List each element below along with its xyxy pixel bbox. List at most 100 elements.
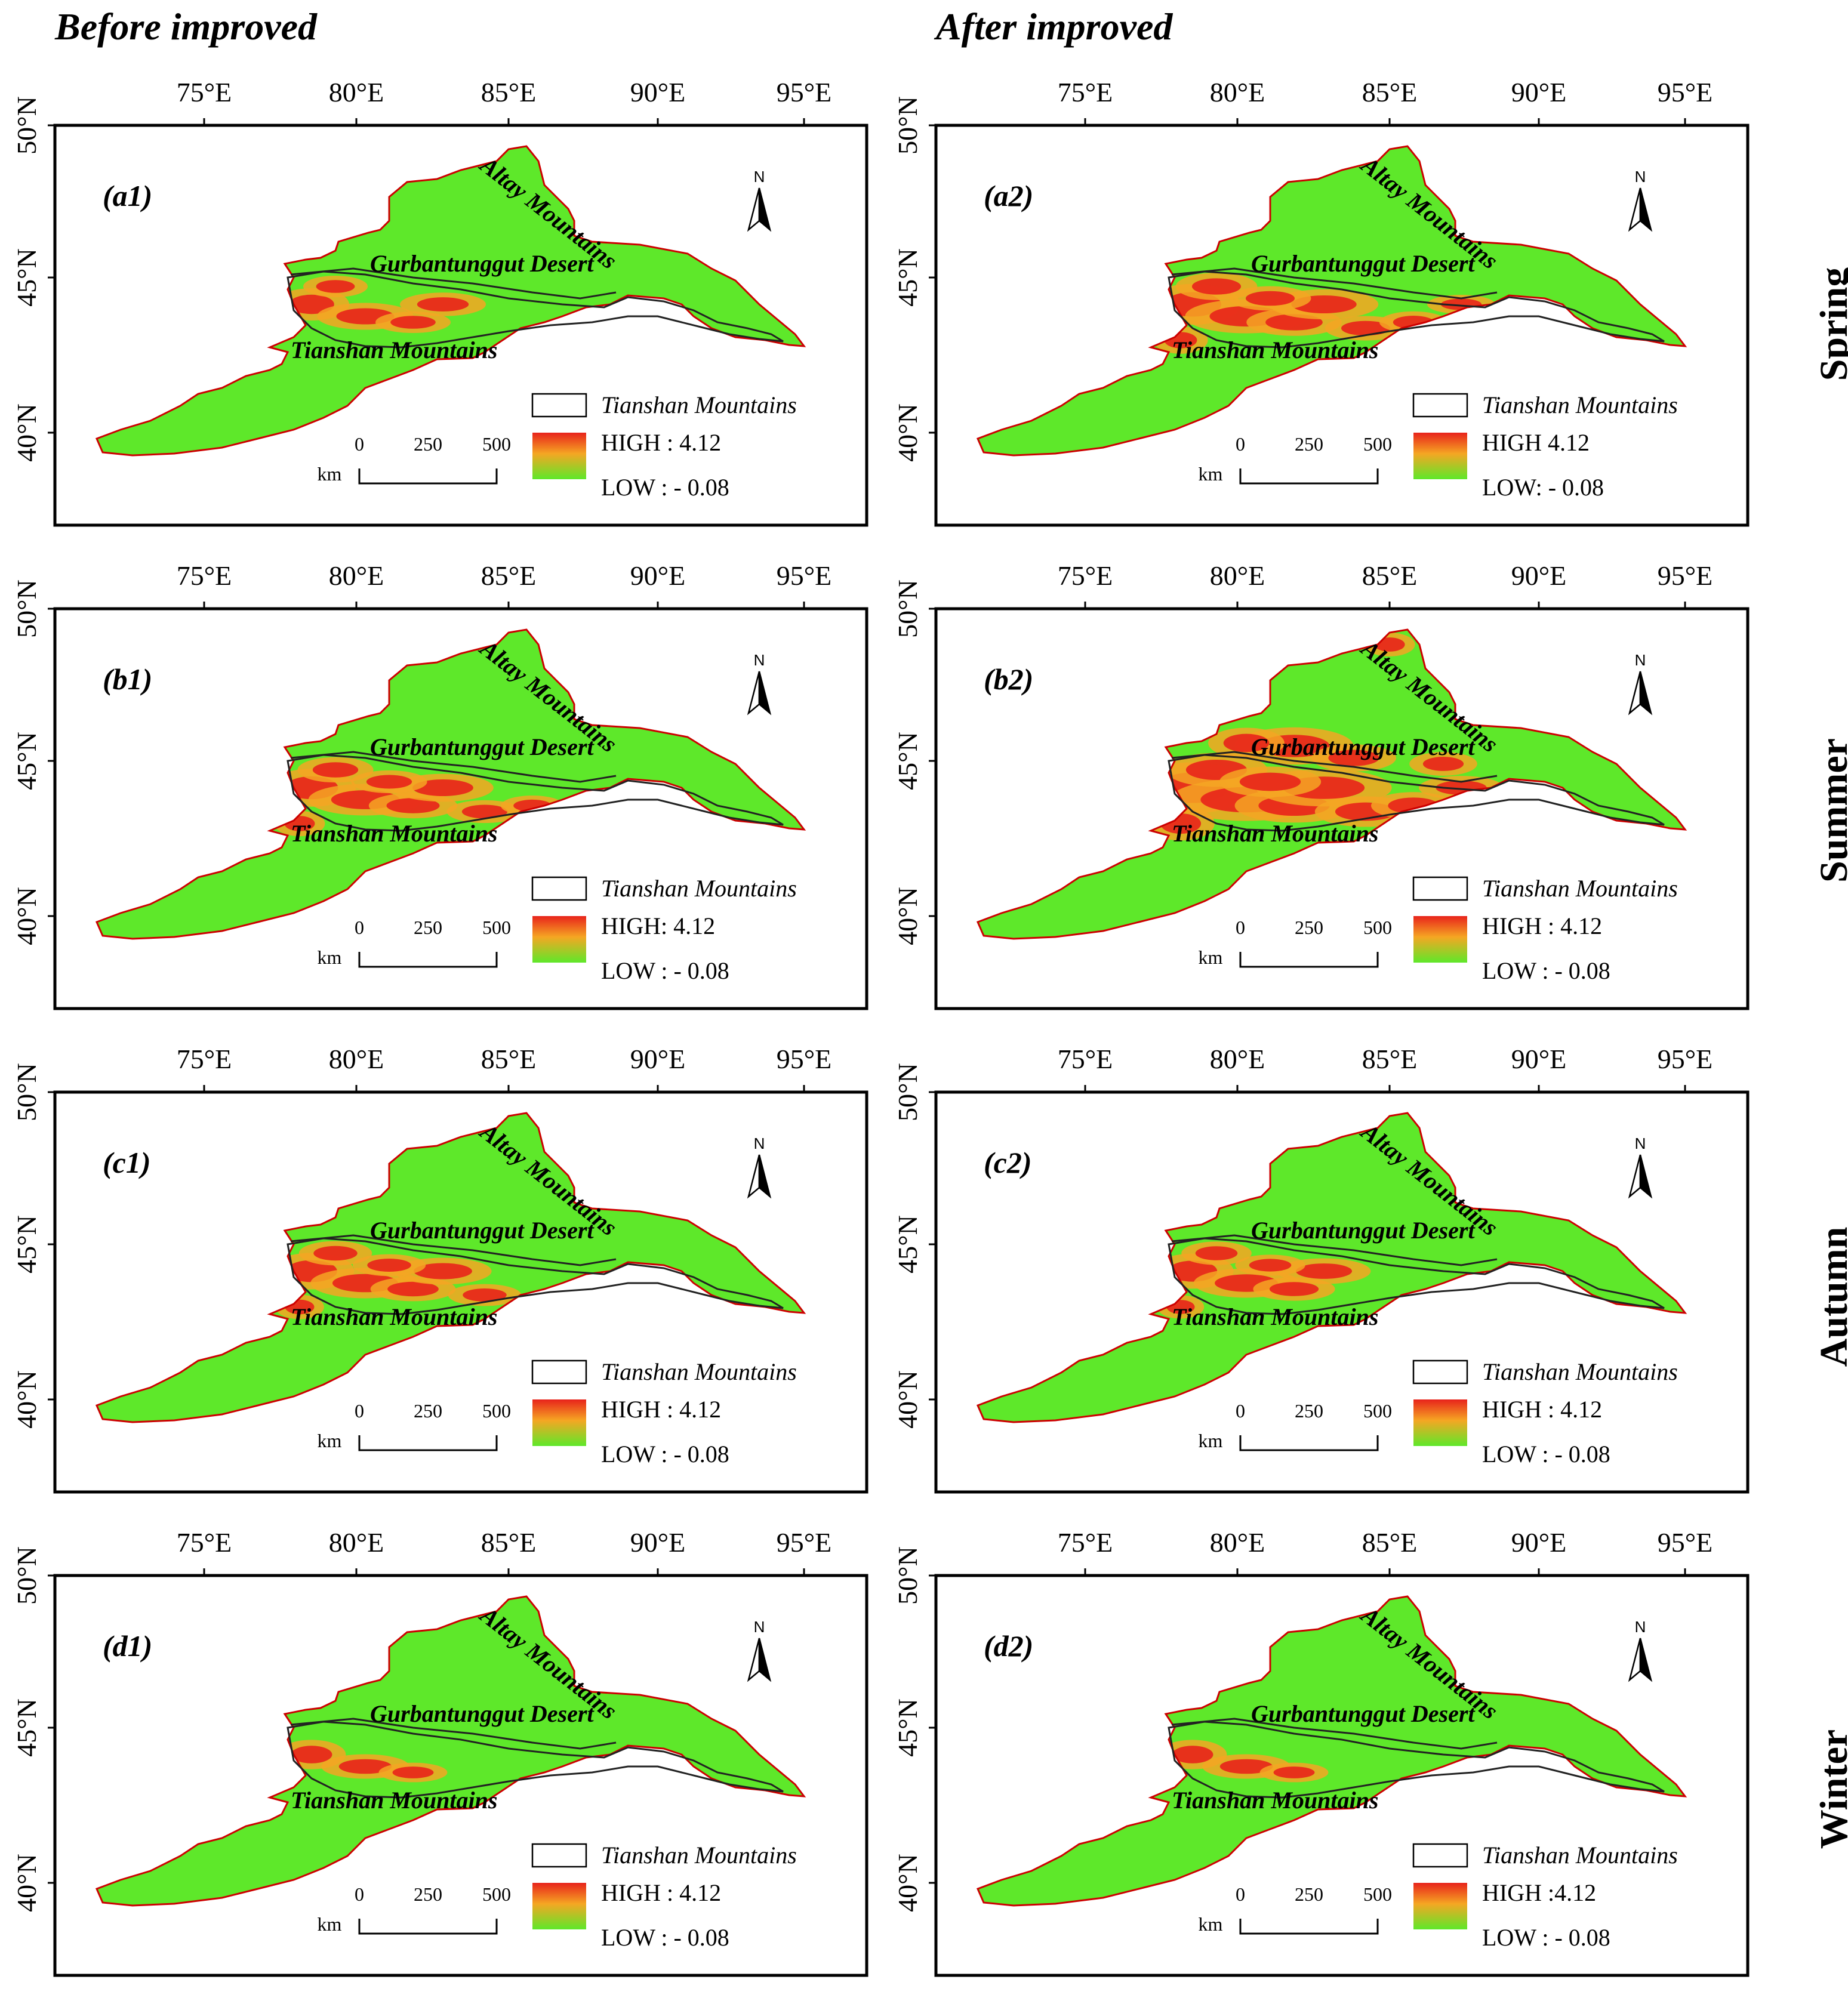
scale-unit: km [1199, 1913, 1223, 1935]
scale-max: 500 [1363, 917, 1392, 938]
scale-max: 500 [1363, 1883, 1392, 1905]
panel-id: (d1) [103, 1629, 152, 1663]
hotspot-high [1295, 1263, 1353, 1279]
tianshan-label: Tianshan Mountains [291, 820, 497, 847]
region-outline [976, 1595, 1687, 1907]
panel-id: (a1) [103, 179, 152, 212]
legend-high: HIGH 4.12 [1482, 429, 1590, 456]
scale-bar [1239, 952, 1379, 968]
tianshan-outline [1168, 1721, 1665, 1799]
lon-tick-label: 95°E [777, 1527, 832, 1558]
scale-bar [358, 468, 498, 485]
legend-gradient [1413, 433, 1467, 479]
legend-high: HIGH : 4.12 [1482, 1396, 1602, 1423]
hotspot-high [1273, 1766, 1315, 1778]
lon-tick-label: 95°E [1658, 560, 1713, 591]
panel-id: (b1) [103, 662, 152, 696]
hotspot-layer [269, 1241, 522, 1319]
tianshan-outline [1168, 1237, 1665, 1315]
lon-tick-label: 85°E [1362, 560, 1418, 591]
lon-tick-label: 85°E [1362, 1527, 1418, 1558]
legend-gradient [532, 1399, 586, 1446]
map-content: (b2) Gurbantunggut Desert Tianshan Mountai… [976, 628, 1687, 984]
legend-low: LOW: - 0.08 [1482, 474, 1604, 501]
scale-bar [358, 1919, 498, 1935]
scale-mid: 250 [1295, 1400, 1323, 1422]
legend-low: LOW : - 0.08 [601, 1441, 729, 1467]
scale-unit: km [318, 1913, 342, 1935]
scale-mid: 250 [1295, 1883, 1323, 1905]
lon-tick-label: 75°E [1058, 560, 1113, 591]
desert-boundary [1171, 267, 1498, 300]
lon-tick-label: 80°E [1210, 1527, 1265, 1558]
map-svg: 75°E 80°E 85°E 90°E 95°E 50°N 45°N 40°N (b1) Gurb… [11, 560, 868, 1010]
legend-high: HIGH : 4.12 [601, 1879, 721, 1906]
lon-tick-label: 95°E [777, 1044, 832, 1074]
panel-id: (c2) [984, 1146, 1032, 1179]
scale-zero: 0 [1236, 917, 1245, 938]
hotspot-high [417, 297, 469, 312]
legend-outline-label: Tianshan Mountains [601, 1358, 797, 1385]
legend-gradient [1413, 916, 1467, 963]
legend-high: HIGH : 4.12 [601, 1396, 721, 1423]
tianshan-label: Tianshan Mountains [1172, 820, 1378, 847]
scale-bar [1239, 1435, 1379, 1451]
lon-tick-label: 90°E [1511, 560, 1567, 591]
lon-tick-label: 90°E [630, 560, 686, 591]
north-arrow-icon [758, 671, 772, 716]
lon-tick-label: 75°E [177, 1527, 232, 1558]
legend-gradient [1413, 1883, 1467, 1929]
north-label: N [754, 651, 765, 669]
lon-tick-label: 85°E [481, 1044, 537, 1074]
lat-tick-label: 45°N [11, 732, 42, 790]
north-label: N [1635, 168, 1646, 186]
scale-zero: 0 [1236, 1400, 1245, 1422]
map-content: (d2) Gurbantunggut Desert Tianshan Mountai… [976, 1595, 1687, 1951]
legend-low: LOW : - 0.08 [601, 1924, 729, 1951]
map-panel: 75°E 80°E 85°E 90°E 95°E 50°N 45°N 40°N (d1) Gurb… [0, 1459, 919, 1977]
legend-gradient [532, 1883, 586, 1929]
desert-label: Gurbantunggut Desert [370, 250, 595, 277]
season-label: Winter [1812, 1729, 1848, 1849]
scale-mid: 250 [414, 1883, 442, 1905]
legend-outline-swatch [531, 1359, 587, 1385]
hotspot-high [313, 1245, 358, 1261]
hotspot-high [1239, 772, 1301, 791]
lon-tick-label: 80°E [329, 1527, 384, 1558]
desert-label: Gurbantunggut Desert [1251, 250, 1476, 277]
desert-boundary [1171, 1234, 1498, 1266]
hotspot-high [1172, 1746, 1213, 1763]
hotspot-high [316, 280, 355, 293]
lat-tick-label: 40°N [11, 1370, 42, 1429]
legend-outline-swatch [1412, 1359, 1468, 1385]
map-panel: 75°E 80°E 85°E 90°E 95°E 50°N 45°N 40°N (b1) Gurb… [0, 492, 919, 1010]
desert-label: Gurbantunggut Desert [1251, 1700, 1476, 1727]
hotspot-layer [1151, 1241, 1371, 1319]
map-content: (d1) Gurbantunggut Desert Tianshan Mountai… [95, 1595, 806, 1951]
scale-unit: km [1199, 463, 1223, 485]
map-svg: 75°E 80°E 85°E 90°E 95°E 50°N 45°N 40°N (a2) Gurb… [892, 77, 1750, 527]
lat-tick-label: 50°N [11, 579, 42, 638]
lat-tick-label: 40°N [11, 403, 42, 462]
lon-tick-label: 80°E [329, 560, 384, 591]
panel-id: (d2) [984, 1629, 1033, 1663]
scale-mid: 250 [414, 917, 442, 938]
desert-label: Gurbantunggut Desert [370, 1700, 595, 1727]
legend-high: HIGH: 4.12 [601, 912, 715, 939]
lat-tick-label: 40°N [892, 1370, 923, 1429]
desert-label: Gurbantunggut Desert [1251, 733, 1476, 760]
hotspot-layer [1145, 273, 1495, 354]
map-svg: 75°E 80°E 85°E 90°E 95°E 50°N 45°N 40°N (c2) Gurb… [892, 1044, 1750, 1494]
scale-bar [1239, 1919, 1379, 1935]
map-panel: 75°E 80°E 85°E 90°E 95°E 50°N 45°N 40°N (a2) Gurb… [881, 9, 1800, 527]
study-region [978, 1596, 1685, 1906]
lat-tick-label: 50°N [892, 1546, 923, 1605]
header-before: Before improved [55, 5, 317, 48]
lon-tick-label: 80°E [1210, 1044, 1265, 1074]
panel-id: (a2) [984, 179, 1033, 212]
tianshan-outline [1168, 754, 1665, 832]
hotspot-layer [267, 757, 564, 837]
region-outline [976, 145, 1687, 457]
legend-outline-label: Tianshan Mountains [1482, 875, 1678, 902]
lat-tick-label: 40°N [892, 1854, 923, 1912]
